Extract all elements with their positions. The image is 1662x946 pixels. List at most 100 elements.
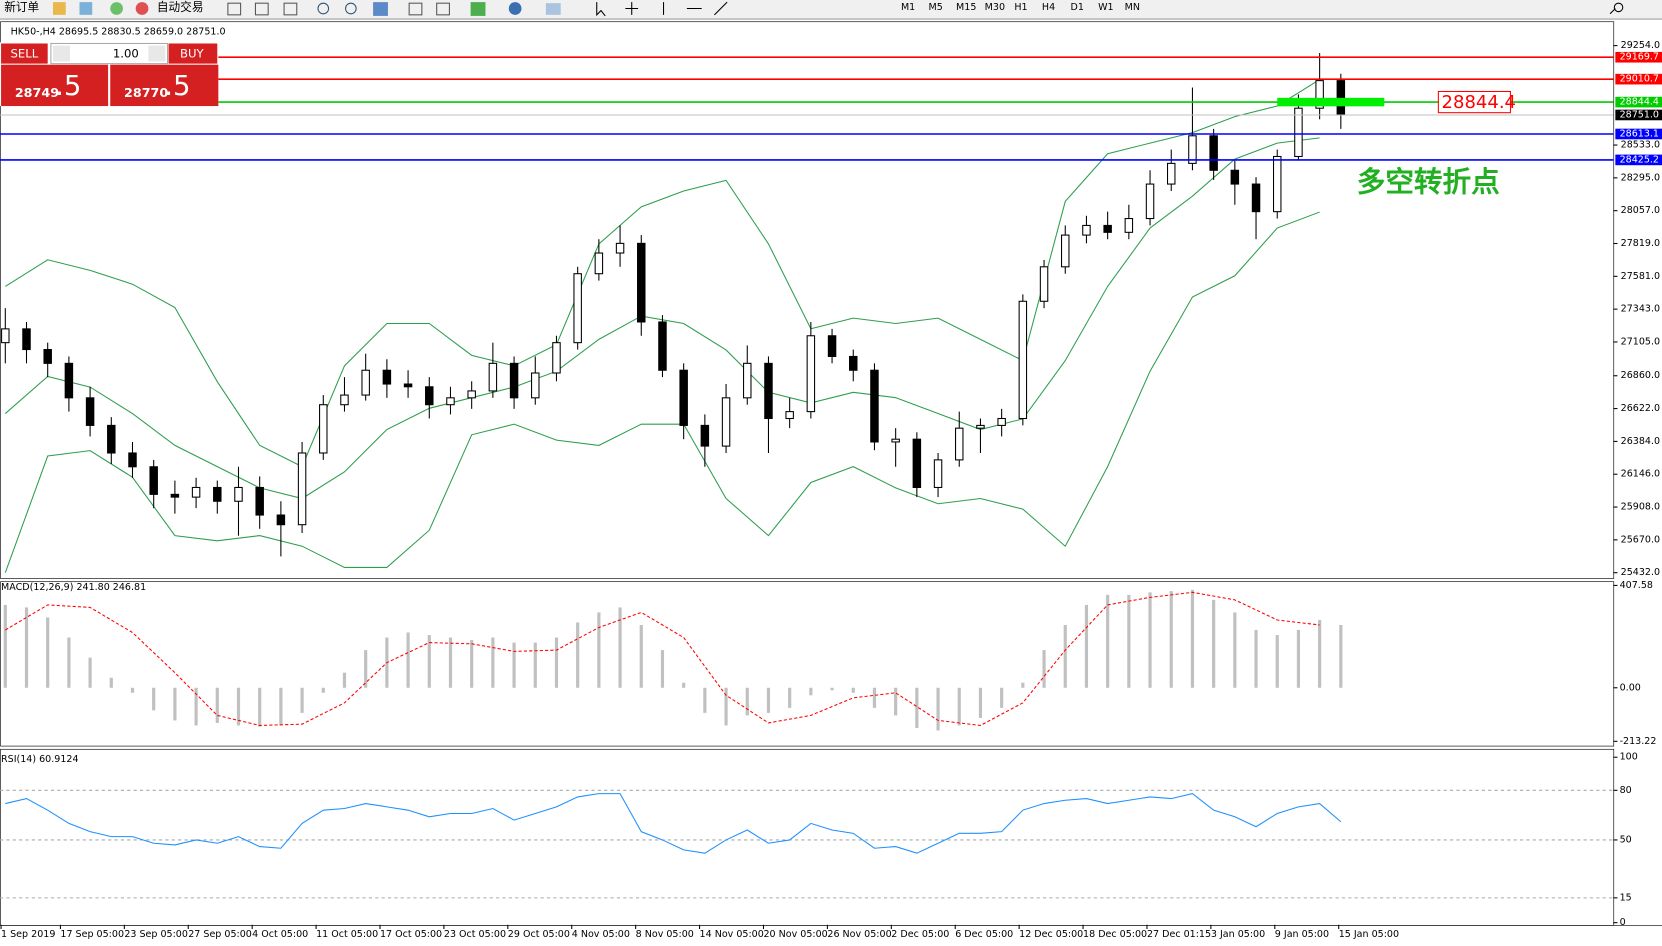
candle-body xyxy=(1,328,10,344)
search[interactable] xyxy=(1609,2,1624,15)
candle-body xyxy=(1103,224,1112,233)
macd-bar xyxy=(978,687,983,718)
icon[interactable] xyxy=(436,2,450,16)
timeframe-button[interactable]: M15 xyxy=(956,2,976,13)
candle-body xyxy=(997,417,1006,426)
candle-body xyxy=(1251,183,1261,213)
lots-field[interactable] xyxy=(50,42,169,65)
cursor-tool[interactable] xyxy=(596,2,606,17)
timeframe-button[interactable]: H1 xyxy=(1014,2,1027,13)
macd-bar xyxy=(1127,594,1131,688)
macd-bar xyxy=(342,672,347,688)
zoom-in[interactable] xyxy=(317,2,330,15)
macd-bar xyxy=(872,687,877,708)
y-tick-label: 100 xyxy=(1620,752,1638,763)
macd-bar xyxy=(46,617,50,688)
macd-bar xyxy=(152,687,156,711)
lots-up[interactable] xyxy=(148,45,166,62)
macd-bar xyxy=(194,687,198,726)
icon[interactable] xyxy=(79,2,93,15)
callout-text: 28844.4 xyxy=(1442,92,1516,113)
x-tick-label: 29 Oct 05:00 xyxy=(508,929,570,940)
crosshair-tool[interactable] xyxy=(625,2,639,15)
timeframe-button[interactable]: M1 xyxy=(901,2,915,13)
candle-body xyxy=(340,394,349,406)
timeframe-button[interactable]: M5 xyxy=(929,2,943,13)
candle-body xyxy=(1039,266,1049,302)
macd-bar xyxy=(788,687,792,708)
buy-button[interactable] xyxy=(168,43,218,64)
macd-bar xyxy=(1212,599,1216,688)
macd-bar xyxy=(894,687,898,716)
templates[interactable] xyxy=(545,3,561,15)
candle-body xyxy=(679,369,688,426)
x-tick-label: 9 Jan 05:00 xyxy=(1275,929,1329,940)
x-tick-label: 11 Oct 05:00 xyxy=(316,929,378,940)
icon[interactable] xyxy=(283,2,298,16)
zoom-out[interactable] xyxy=(345,2,357,15)
candle-body xyxy=(85,397,95,426)
icon[interactable] xyxy=(52,2,66,15)
macd-bar xyxy=(576,622,580,688)
candle-body xyxy=(1188,135,1197,164)
candle-body xyxy=(1209,135,1218,171)
auto-trading-button[interactable]: 自动交易 xyxy=(157,0,204,14)
icon[interactable] xyxy=(227,2,242,16)
candle-body xyxy=(806,335,816,413)
callout-box xyxy=(1437,90,1511,114)
level-label: 29010.7 xyxy=(1620,74,1659,85)
icon[interactable] xyxy=(408,2,423,16)
candle-body xyxy=(319,404,328,454)
candle-body xyxy=(827,335,837,357)
y-tick-label: 0.00 xyxy=(1620,682,1641,693)
candle-body xyxy=(64,362,74,399)
x-tick-label: 23 Oct 05:00 xyxy=(444,929,506,940)
candle-body xyxy=(615,242,625,254)
macd-bar xyxy=(215,687,219,723)
candle-body xyxy=(149,466,158,495)
annotation: 多空转折点 xyxy=(1357,164,1500,198)
lots-down[interactable] xyxy=(52,45,70,62)
candle-body xyxy=(849,355,858,371)
icon[interactable] xyxy=(110,2,123,15)
timeframe-button[interactable]: D1 xyxy=(1071,2,1084,13)
macd-bar xyxy=(1339,624,1343,688)
indicators[interactable] xyxy=(470,2,486,16)
candle-body xyxy=(700,424,710,447)
macd-bar xyxy=(1084,604,1089,688)
lots-value[interactable]: 1.00 xyxy=(113,47,139,61)
macd-bar xyxy=(851,687,855,693)
sell-button[interactable] xyxy=(1,43,48,64)
sell-price-box[interactable] xyxy=(1,64,109,107)
macd-bar xyxy=(470,640,474,688)
macd-bar xyxy=(1169,591,1173,688)
macd-bar xyxy=(809,687,813,696)
x-tick-label: 27 Sep 05:00 xyxy=(188,929,252,940)
timeframe-button[interactable]: H4 xyxy=(1042,2,1055,13)
timeframe-button[interactable]: M30 xyxy=(985,2,1005,13)
auto-trading-icon[interactable] xyxy=(135,2,149,15)
level-tag xyxy=(1615,51,1662,63)
macd-bar xyxy=(1190,589,1195,688)
macd-bar xyxy=(258,687,262,727)
icon[interactable] xyxy=(373,2,388,16)
timeframe-button[interactable]: MN xyxy=(1125,2,1140,13)
x-tick-label: 23 Sep 05:00 xyxy=(124,929,188,940)
periods[interactable] xyxy=(508,2,522,15)
level-tag xyxy=(1615,109,1662,121)
candle-body xyxy=(297,452,307,526)
candle-body xyxy=(637,242,646,323)
buy-price-box[interactable] xyxy=(110,64,219,107)
line-tools[interactable] xyxy=(662,1,728,16)
timeframe-button[interactable]: W1 xyxy=(1098,2,1113,13)
y-tick-label: 29254.0 xyxy=(1621,40,1660,51)
sell-label[interactable]: SELL xyxy=(10,47,38,61)
buy-label[interactable]: BUY xyxy=(180,47,205,61)
candle-body xyxy=(933,459,943,488)
candle-body xyxy=(1145,183,1155,220)
new-order-button[interactable]: 新订单 xyxy=(4,0,39,14)
icon[interactable] xyxy=(254,2,269,16)
candle-body xyxy=(870,369,879,443)
timeframes: M1 M5 M15 M30 H1 H4 D1 W1 MN xyxy=(901,2,1140,13)
